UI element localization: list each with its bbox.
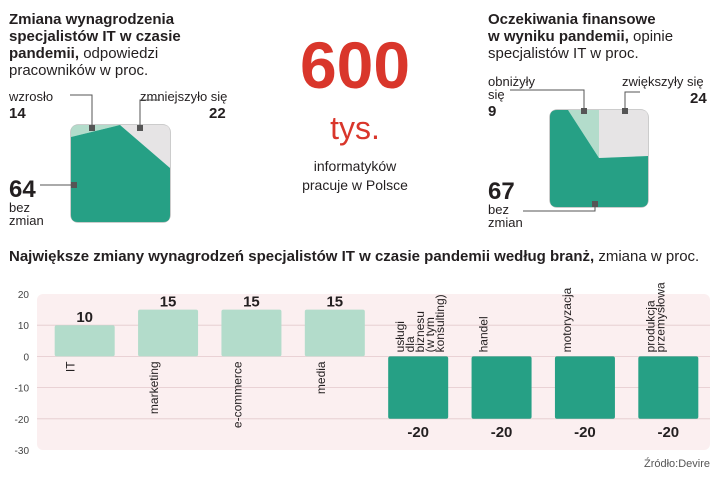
category-label: e-commerce xyxy=(230,361,244,428)
center-caption-line: pracuje w Polsce xyxy=(302,177,408,193)
category-label-line: dla xyxy=(403,336,417,352)
right-leader-decrease xyxy=(510,89,585,113)
left-leader-increase xyxy=(70,94,93,128)
left-subtitle: pracowników w proc. xyxy=(9,62,149,79)
bar-value-label: 10 xyxy=(76,309,93,326)
right-marker xyxy=(592,201,598,207)
y-tick-label: -20 xyxy=(15,415,30,426)
right-title-line: w wyniku pandemii, xyxy=(488,28,629,45)
right-subtitle-inline: opinie xyxy=(633,28,674,45)
left-panel-title: Zmiana wynagrodzenia specjalistów IT w c… xyxy=(9,11,209,79)
category-label-line: IT xyxy=(64,361,78,372)
right-item-label: bez xyxy=(488,202,509,217)
bar-title-bold: Największe zmiany wynagrodzeń specjalist… xyxy=(9,248,595,265)
right-slice-increase xyxy=(599,110,648,158)
bar-value-label: -20 xyxy=(491,424,513,441)
left-square-pie xyxy=(40,94,171,223)
bar-value-label: 15 xyxy=(243,294,260,311)
category-label-line: przemysłowa xyxy=(653,282,667,352)
category-label: media xyxy=(314,361,328,394)
bar xyxy=(54,325,115,357)
left-marker xyxy=(89,125,95,131)
left-item-label: zmniejszyło się xyxy=(140,89,228,104)
right-item-value: 24 xyxy=(690,90,707,107)
y-tick-label: 20 xyxy=(18,290,30,301)
bar xyxy=(638,356,699,419)
category-label: marketing xyxy=(147,361,161,414)
bar-section-title: Największe zmiany wynagrodzeń specjalist… xyxy=(9,248,719,266)
bar-chart: 20 10 0 -10 -20 -30 10 IT 15 marketing 15 e-commerc… xyxy=(15,282,710,457)
bar-value-label: 15 xyxy=(160,294,177,311)
left-item-value: 14 xyxy=(9,105,26,122)
right-panel-title: Oczekiwania finansowe w wyniku pandemii,… xyxy=(488,11,718,62)
category-label-line: biznesu xyxy=(413,311,427,352)
right-item-value-big: 67 xyxy=(488,178,515,205)
category-label-line: (w tym xyxy=(423,317,437,352)
left-title-line: pandemii, xyxy=(9,45,80,62)
left-subtitle-inline: odpowiedzi xyxy=(83,45,159,62)
left-item-value: 22 xyxy=(209,105,226,122)
category-label-line: usługi xyxy=(393,321,407,352)
bar-value-label: -20 xyxy=(407,424,429,441)
right-item-label: obniżyły xyxy=(488,74,535,89)
right-leader-increase xyxy=(624,91,640,113)
right-item-value: 9 xyxy=(488,103,497,120)
bar xyxy=(471,356,532,419)
right-slice-nochange xyxy=(550,110,648,207)
right-title-line-2: w wyniku pandemii, opinie xyxy=(488,28,718,45)
bar-value-label: -20 xyxy=(657,424,679,441)
center-caption: informatyków pracuje w Polsce xyxy=(280,157,430,195)
right-marker xyxy=(581,108,587,114)
category-label: motoryzacja xyxy=(560,287,574,352)
left-item-label: wzrosło xyxy=(9,89,54,104)
right-subtitle: specjalistów IT w proc. xyxy=(488,45,639,62)
category-label-line: produkcja xyxy=(643,300,657,352)
left-marker xyxy=(71,182,77,188)
category-label: IT xyxy=(64,361,78,372)
left-title-line: Zmiana wynagrodzenia xyxy=(9,11,175,28)
bar-value-label: -20 xyxy=(574,424,596,441)
category-label-line: konsulting) xyxy=(433,294,447,352)
right-item-label: się xyxy=(488,87,505,102)
left-leader-decrease xyxy=(139,99,160,128)
category-label-line: handel xyxy=(477,316,491,352)
left-slice-nochange xyxy=(71,125,170,222)
right-marker xyxy=(622,108,628,114)
y-tick-label: -10 xyxy=(15,384,30,395)
left-item-label: bez xyxy=(9,200,30,215)
y-tick-label: 10 xyxy=(18,321,30,332)
bar xyxy=(554,356,615,419)
bar xyxy=(304,309,365,357)
left-title-line-3: pandemii, odpowiedzi xyxy=(9,45,209,62)
bar-value-label: 15 xyxy=(326,294,343,311)
right-item-label: zmian xyxy=(488,215,523,230)
center-unit: tys. xyxy=(330,110,380,146)
left-item-label: zmian xyxy=(9,213,44,228)
y-tick-label: 0 xyxy=(23,352,29,363)
bar xyxy=(388,356,449,419)
source-note: Źródło:Devire xyxy=(643,458,710,470)
right-square-pie xyxy=(510,89,649,212)
category-label-line: media xyxy=(314,361,328,394)
category-label-line: marketing xyxy=(147,361,161,414)
category-label-line: motoryzacja xyxy=(560,287,574,352)
y-tick-label: -30 xyxy=(15,446,30,457)
plot-background xyxy=(37,294,710,450)
bar xyxy=(221,309,282,357)
right-item-label: zwiększyły się xyxy=(622,74,704,89)
category-label: handel xyxy=(477,316,491,352)
right-title-line: Oczekiwania finansowe xyxy=(488,11,656,28)
center-big-number: 600 xyxy=(299,28,411,102)
left-item-value-big: 64 xyxy=(9,176,36,203)
bar-title-normal: zmiana w proc. xyxy=(598,248,700,265)
left-marker xyxy=(137,125,143,131)
center-caption-line: informatyków xyxy=(313,158,397,174)
bar xyxy=(138,309,199,357)
category-label-line: e-commerce xyxy=(230,361,244,428)
left-title-line: specjalistów IT w czasie xyxy=(9,28,181,45)
